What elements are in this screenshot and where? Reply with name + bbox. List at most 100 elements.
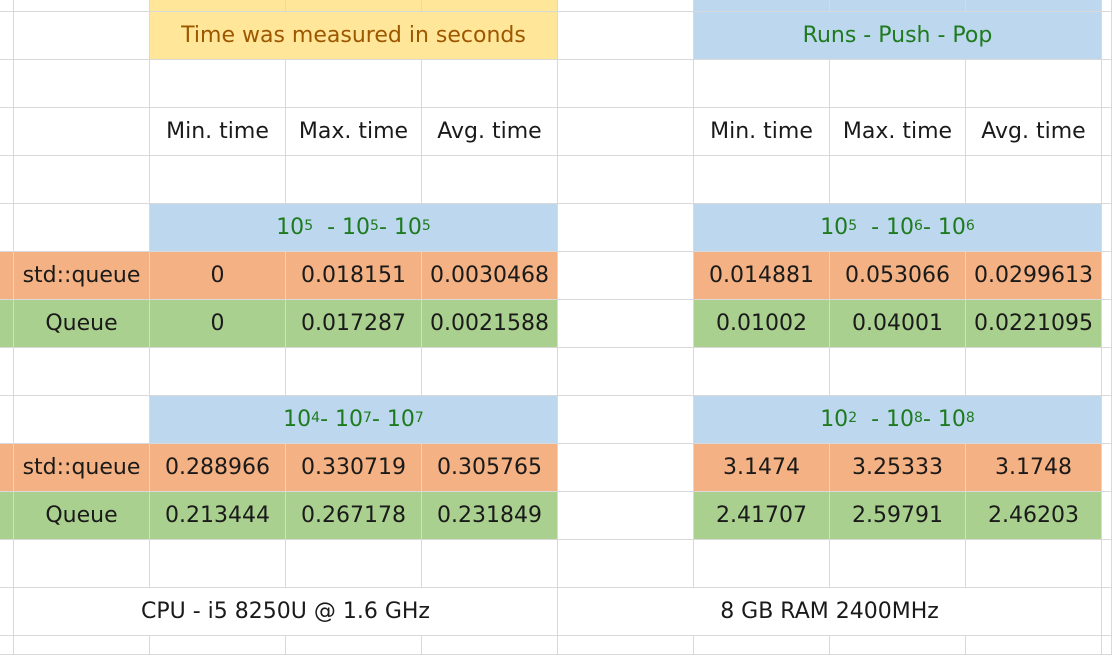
header-min-time[interactable]: Min. time	[694, 108, 830, 156]
cell[interactable]	[0, 300, 14, 348]
data-cell[interactable]: 0.305765	[422, 444, 558, 492]
header-avg-time[interactable]: Avg. time	[422, 108, 558, 156]
header-max-time[interactable]: Max. time	[830, 108, 966, 156]
data-cell[interactable]: 0.330719	[286, 444, 422, 492]
cell[interactable]	[0, 348, 14, 396]
row-label-queue[interactable]: Queue	[14, 300, 150, 348]
cell[interactable]	[558, 540, 694, 588]
cell[interactable]	[150, 156, 286, 204]
data-cell[interactable]: 3.1474	[694, 444, 830, 492]
cell[interactable]	[558, 492, 694, 540]
cell[interactable]	[1102, 300, 1112, 348]
cell[interactable]	[286, 348, 422, 396]
header-max-time[interactable]: Max. time	[286, 108, 422, 156]
cell[interactable]	[694, 156, 830, 204]
cell[interactable]	[1102, 492, 1112, 540]
cell[interactable]	[1102, 108, 1112, 156]
cell[interactable]	[0, 156, 14, 204]
cell[interactable]	[422, 348, 558, 396]
runs-push-pop-banner[interactable]: Runs - Push - Pop	[694, 12, 1102, 60]
row-label-std-queue[interactable]: std::queue	[14, 444, 150, 492]
cell[interactable]	[286, 156, 422, 204]
cell[interactable]	[0, 636, 14, 655]
cell[interactable]	[694, 60, 830, 108]
cell[interactable]	[14, 396, 150, 444]
cell[interactable]	[422, 540, 558, 588]
group-title-3[interactable]: 10 4 - 10 7 - 10 7	[150, 396, 558, 444]
cell[interactable]	[14, 204, 150, 252]
cell[interactable]	[0, 540, 14, 588]
data-cell[interactable]: 2.41707	[694, 492, 830, 540]
cell[interactable]	[558, 444, 694, 492]
cell[interactable]	[14, 60, 150, 108]
data-cell[interactable]: 0.04001	[830, 300, 966, 348]
time-unit-banner[interactable]: Time was measured in seconds	[150, 12, 558, 60]
cell[interactable]	[1102, 252, 1112, 300]
cell[interactable]	[14, 636, 150, 655]
row-label-queue[interactable]: Queue	[14, 492, 150, 540]
cell[interactable]	[1102, 204, 1112, 252]
cell[interactable]	[558, 204, 694, 252]
cell[interactable]	[0, 12, 14, 60]
cpu-info[interactable]: CPU - i5 8250U @ 1.6 GHz	[14, 588, 558, 636]
cell[interactable]	[286, 0, 422, 12]
cell[interactable]	[1102, 444, 1112, 492]
data-cell[interactable]: 0.053066	[830, 252, 966, 300]
cell[interactable]	[1102, 12, 1112, 60]
cell[interactable]	[1102, 540, 1112, 588]
cell[interactable]	[150, 0, 286, 12]
cell[interactable]	[1102, 588, 1112, 636]
cell[interactable]	[830, 60, 966, 108]
cell[interactable]	[830, 540, 966, 588]
data-cell[interactable]: 0.267178	[286, 492, 422, 540]
cell[interactable]	[150, 348, 286, 396]
cell[interactable]	[0, 252, 14, 300]
data-cell[interactable]: 0.0221095	[966, 300, 1102, 348]
cell[interactable]	[830, 348, 966, 396]
data-cell[interactable]: 0.0299613	[966, 252, 1102, 300]
cell[interactable]	[694, 636, 830, 655]
data-cell[interactable]: 0	[150, 300, 286, 348]
cell[interactable]	[1102, 396, 1112, 444]
cell[interactable]	[1102, 0, 1112, 12]
cell[interactable]	[1102, 156, 1112, 204]
cell[interactable]	[0, 204, 14, 252]
data-cell[interactable]: 2.46203	[966, 492, 1102, 540]
cell[interactable]	[14, 540, 150, 588]
cell[interactable]	[14, 108, 150, 156]
cell[interactable]	[694, 348, 830, 396]
ram-info[interactable]: 8 GB RAM 2400MHz	[558, 588, 1102, 636]
cell[interactable]	[0, 0, 14, 12]
cell[interactable]	[558, 300, 694, 348]
cell[interactable]	[558, 636, 694, 655]
data-cell[interactable]: 0.288966	[150, 444, 286, 492]
cell[interactable]	[558, 0, 694, 12]
cell[interactable]	[694, 540, 830, 588]
data-cell[interactable]: 3.1748	[966, 444, 1102, 492]
cell[interactable]	[830, 0, 966, 12]
data-cell[interactable]: 0.231849	[422, 492, 558, 540]
data-cell[interactable]: 0.017287	[286, 300, 422, 348]
data-cell[interactable]: 0	[150, 252, 286, 300]
cell[interactable]	[558, 348, 694, 396]
cell[interactable]	[0, 444, 14, 492]
cell[interactable]	[830, 636, 966, 655]
cell[interactable]	[0, 396, 14, 444]
cell[interactable]	[966, 0, 1102, 12]
cell[interactable]	[286, 60, 422, 108]
cell[interactable]	[1102, 60, 1112, 108]
cell[interactable]	[694, 0, 830, 12]
cell[interactable]	[286, 540, 422, 588]
cell[interactable]	[286, 636, 422, 655]
header-min-time[interactable]: Min. time	[150, 108, 286, 156]
cell[interactable]	[830, 156, 966, 204]
cell[interactable]	[0, 108, 14, 156]
cell[interactable]	[1102, 636, 1112, 655]
header-avg-time[interactable]: Avg. time	[966, 108, 1102, 156]
data-cell[interactable]: 3.25333	[830, 444, 966, 492]
data-cell[interactable]: 0.014881	[694, 252, 830, 300]
data-cell[interactable]: 0.0030468	[422, 252, 558, 300]
data-cell[interactable]: 2.59791	[830, 492, 966, 540]
cell[interactable]	[966, 636, 1102, 655]
cell[interactable]	[14, 12, 150, 60]
